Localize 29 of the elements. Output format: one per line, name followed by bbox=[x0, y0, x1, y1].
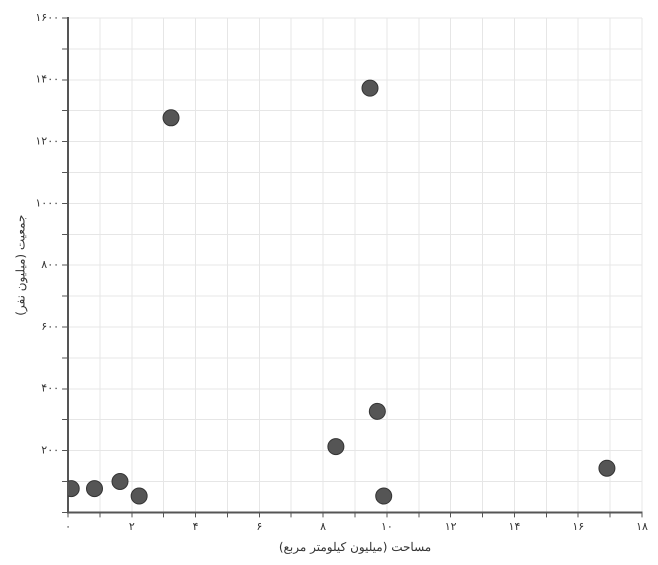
point bbox=[598, 460, 616, 477]
y-tick-label: ۱۴۰۰ bbox=[35, 72, 60, 86]
point bbox=[375, 488, 392, 505]
x-tick-label: ۴ bbox=[192, 520, 199, 533]
y-tick-label: ۱۶۰۰ bbox=[35, 10, 60, 24]
x-tick-label: ۱۶ bbox=[572, 520, 584, 533]
point bbox=[162, 109, 180, 126]
point bbox=[130, 488, 148, 505]
x-tick-label: ۸ bbox=[320, 520, 326, 533]
x-tick-label: ۱۰ bbox=[380, 520, 393, 533]
y-tick-label: ۱۲۰۰ bbox=[35, 134, 60, 148]
y-tick-label: ۸۰۰ bbox=[41, 258, 60, 272]
point bbox=[86, 480, 103, 498]
y-tick-label: ۶۰۰ bbox=[41, 320, 60, 333]
point bbox=[362, 80, 379, 97]
point bbox=[112, 473, 129, 490]
x-tick-label: ۰ bbox=[65, 520, 71, 533]
x-tick-label: ۱۴ bbox=[508, 520, 520, 533]
point bbox=[368, 402, 386, 420]
x-tick-label: ۶ bbox=[256, 520, 262, 533]
y-tick-label: ۲۰۰ bbox=[41, 443, 60, 456]
y-axis-title: جمعیت (میلیون نفر) bbox=[13, 214, 28, 316]
point bbox=[327, 438, 344, 456]
x-tick-label: ۱۸ bbox=[636, 520, 648, 533]
x-tick-label: ۲ bbox=[128, 520, 135, 533]
y-tick-label: ۴۰۰ bbox=[41, 382, 60, 395]
y-tick-label: ۱۰۰۰ bbox=[35, 196, 60, 210]
x-axis-title: مساحت (میلیون کیلومتر مربع) bbox=[278, 540, 432, 554]
x-tick-label: ۱۲ bbox=[444, 520, 457, 533]
